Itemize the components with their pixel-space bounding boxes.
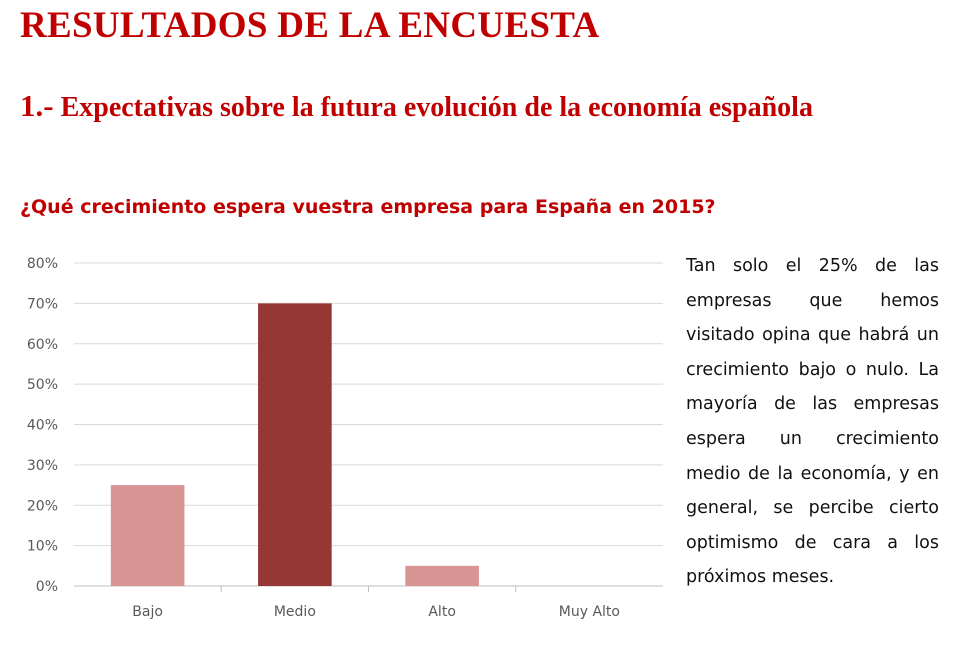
section-number: 1.- [20, 88, 54, 123]
y-tick-label: 0% [36, 579, 58, 595]
x-tick-label: Alto [428, 604, 456, 620]
bar-bajo [110, 485, 185, 586]
x-tick-label: Medio [274, 604, 316, 620]
bar-medio [258, 303, 332, 586]
bar-alto [405, 565, 479, 586]
chart-title: ¿Qué crecimiento espera vuestra empresa … [20, 196, 716, 218]
y-tick-label: 30% [27, 458, 58, 474]
y-tick-label: 80% [27, 256, 58, 272]
bar-chart: 0% 10% 20% 30% 40% 50% 60% 70% 80% Bajo Medio Alto M… [27, 256, 663, 620]
y-tick-label: 10% [27, 539, 58, 555]
summary-text: Tan solo el 25% de las empresas que hemo… [686, 256, 939, 588]
y-tick-label: 70% [27, 296, 58, 312]
x-tick-label: Bajo [132, 604, 163, 620]
y-tick-label: 20% [27, 498, 58, 514]
y-tick-label: 40% [27, 418, 58, 434]
page-title: RESULTADOS DE LA ENCUESTA [20, 5, 600, 46]
y-tick-label: 50% [27, 377, 58, 393]
section-heading: 1.- Expectativas sobre la futura evoluci… [20, 84, 940, 130]
x-tick-label: Muy Alto [559, 604, 620, 620]
y-tick-label: 60% [27, 337, 58, 353]
section-title: Expectativas sobre la futura evolución d… [60, 92, 813, 123]
